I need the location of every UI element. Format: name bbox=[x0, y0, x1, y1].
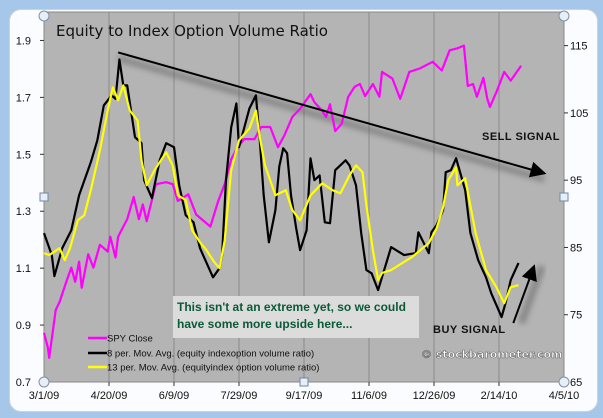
x-tick-label: 6/9/09 bbox=[159, 390, 190, 402]
chart-title: Equity to Index Option Volume Ratio bbox=[56, 22, 328, 40]
y-right-tick-label: 85 bbox=[570, 242, 582, 254]
trend-arrow-shadow bbox=[117, 55, 546, 183]
up-arrow bbox=[512, 264, 537, 324]
legend-label: 8 per. Mov. Avg. (equity indexoption vol… bbox=[107, 349, 314, 360]
legend-label: 13 per. Mov. Avg. (equityindex option vo… bbox=[107, 363, 319, 374]
y-left-tick-label: 1.3 bbox=[16, 206, 31, 218]
resize-handle bbox=[558, 376, 570, 388]
resize-handle bbox=[299, 377, 309, 387]
x-tick-label: 12/26/09 bbox=[413, 390, 456, 402]
y-left-tick-label: 0.7 bbox=[16, 377, 31, 389]
x-tick-label: 3/1/09 bbox=[29, 390, 60, 402]
trend-arrow bbox=[117, 51, 547, 178]
x-tick-label: 2/14/10 bbox=[481, 390, 518, 402]
y-left-tick-label: 1.1 bbox=[16, 263, 31, 275]
up-arrow-shadow bbox=[518, 264, 546, 325]
legend-label: SPY Close bbox=[107, 334, 153, 345]
y-right-tick-label: 75 bbox=[570, 310, 582, 322]
x-tick-label: 4/20/09 bbox=[91, 390, 128, 402]
ma13-line bbox=[43, 84, 519, 305]
resize-handle bbox=[38, 376, 50, 388]
watermark: © stockbarometer.com bbox=[421, 348, 563, 361]
spy-close-line bbox=[42, 44, 522, 359]
annotation-note: This isn't at an extreme yet, so we coul… bbox=[173, 296, 419, 338]
resize-handle bbox=[558, 10, 570, 22]
x-tick-label: 9/17/09 bbox=[286, 390, 323, 402]
y-left-tick-label: 1.9 bbox=[16, 35, 31, 47]
y-right-tick-label: 115 bbox=[570, 41, 588, 53]
resize-handle bbox=[39, 192, 49, 202]
x-tick-label: 11/6/09 bbox=[351, 390, 387, 402]
y-left-tick-label: 1.5 bbox=[16, 149, 31, 161]
y-right-tick-label: 65 bbox=[570, 377, 582, 389]
resize-handle bbox=[559, 192, 569, 202]
x-tick-label: 4/5/10 bbox=[549, 390, 580, 402]
y-right-tick-label: 105 bbox=[570, 108, 588, 120]
note-line-1: This isn't at an extreme yet, so we coul… bbox=[177, 300, 406, 314]
y-left-tick-label: 1.7 bbox=[16, 92, 31, 104]
sell-signal-label: SELL SIGNAL bbox=[482, 131, 560, 143]
y-left-tick-label: 0.9 bbox=[16, 320, 31, 332]
y-right-tick-label: 95 bbox=[570, 175, 582, 187]
note-line-2: have some more upside here... bbox=[177, 317, 353, 331]
x-tick-label: 7/29/09 bbox=[221, 390, 258, 402]
resize-handle bbox=[38, 10, 50, 22]
buy-signal-label: BUY SIGNAL bbox=[433, 324, 506, 336]
